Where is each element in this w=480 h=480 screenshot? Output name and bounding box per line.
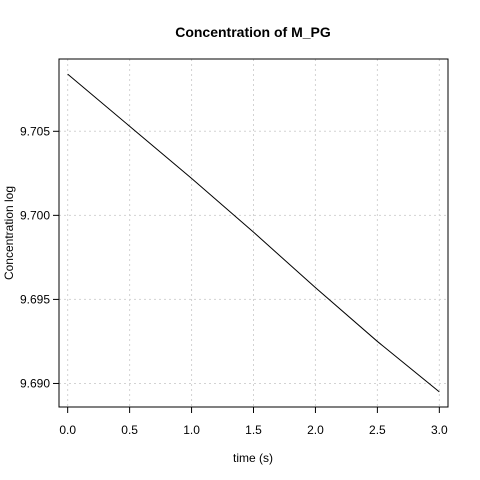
x-tick-label: 1.0: [183, 423, 200, 437]
x-tick-label: 0.0: [59, 423, 76, 437]
chart-title: Concentration of M_PG: [175, 24, 331, 40]
x-axis-label: time (s): [233, 451, 273, 465]
y-tick-label: 9.690: [20, 376, 50, 390]
x-tick-label: 2.5: [369, 423, 386, 437]
y-tick-label: 9.705: [20, 124, 50, 138]
x-tick-label: 0.5: [121, 423, 138, 437]
grid-lines: [59, 59, 448, 407]
y-tick-label: 9.695: [20, 292, 50, 306]
y-axis: 9.690 9.695 9.700 9.705: [20, 124, 60, 390]
y-axis-label: Concentration log: [2, 186, 16, 280]
x-tick-label: 2.0: [307, 423, 324, 437]
y-tick-label: 9.700: [20, 208, 50, 222]
x-tick-label: 3.0: [431, 423, 448, 437]
series-line: [67, 73, 440, 393]
x-tick-label: 1.5: [245, 423, 262, 437]
series-layer: [67, 73, 440, 393]
x-axis: 0.0 0.5 1.0 1.5 2.0 2.5 3.0: [59, 406, 448, 437]
